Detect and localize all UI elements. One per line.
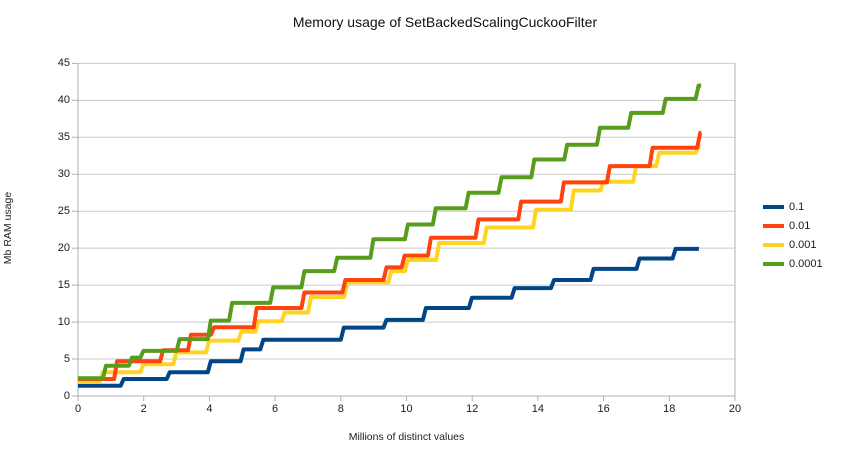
- x-tick-label: 4: [206, 403, 213, 415]
- y-tick-label: 5: [63, 353, 70, 366]
- legend: 0.1 0.01 0.001 0.0001: [763, 197, 823, 273]
- x-tick-label: 10: [400, 403, 413, 415]
- x-tick-label: 16: [597, 403, 610, 415]
- legend-label: 0.01: [789, 219, 811, 232]
- x-tick-label: 2: [140, 403, 147, 415]
- y-tick-label: 40: [57, 94, 70, 107]
- y-tick-label: 10: [57, 316, 70, 329]
- legend-color-swatch: [763, 204, 784, 209]
- series-line-0.001: [78, 144, 701, 384]
- y-tick-label: 0: [63, 390, 70, 402]
- legend-label: 0.1: [789, 200, 805, 213]
- legend-color-swatch: [763, 242, 784, 247]
- x-tick-label: 0: [74, 403, 82, 415]
- series-line-0.01: [78, 130, 703, 381]
- y-tick-label: 30: [57, 168, 70, 181]
- y-axis-title: Mb RAM usage: [2, 191, 14, 265]
- legend-item: 0.01: [763, 216, 823, 235]
- x-tick-label: 18: [663, 403, 676, 415]
- x-axis-title: Millions of distinct values: [348, 431, 465, 443]
- legend-color-swatch: [763, 261, 784, 266]
- x-tick-label: 6: [272, 403, 279, 415]
- x-tick-label: 14: [531, 403, 545, 415]
- series-line-0.1: [78, 246, 699, 388]
- chart-title: Memory usage of SetBackedScalingCuckooFi…: [292, 14, 598, 30]
- y-tick-label: 35: [57, 131, 70, 144]
- y-tick-label: 25: [57, 205, 70, 218]
- legend-label: 0.0001: [789, 257, 823, 270]
- x-tick-label: 20: [728, 403, 742, 415]
- legend-item: 0.1: [763, 197, 823, 216]
- x-tick-label: 8: [337, 403, 344, 415]
- y-tick-label: 45: [57, 57, 70, 70]
- series-line-0.0001: [78, 83, 702, 381]
- legend-color-swatch: [763, 223, 784, 228]
- legend-item: 0.001: [763, 235, 823, 254]
- y-tick-label: 15: [57, 279, 70, 292]
- x-tick-label: 12: [466, 403, 479, 415]
- y-tick-label: 20: [57, 242, 70, 255]
- legend-item: 0.0001: [763, 254, 823, 273]
- legend-label: 0.001: [789, 238, 817, 251]
